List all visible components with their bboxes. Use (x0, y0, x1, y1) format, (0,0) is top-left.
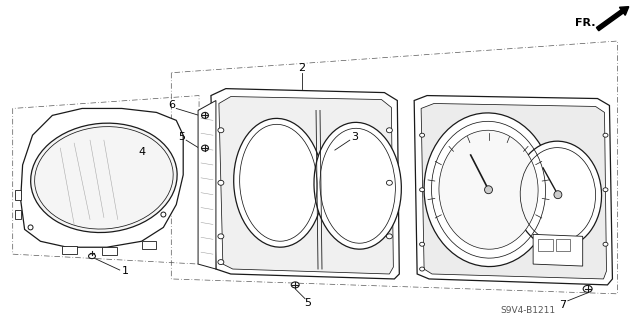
Ellipse shape (439, 130, 538, 249)
Ellipse shape (202, 112, 209, 118)
Polygon shape (198, 100, 216, 269)
Text: 2: 2 (299, 63, 306, 73)
Ellipse shape (420, 267, 424, 271)
Text: 7: 7 (559, 300, 566, 310)
Text: 4: 4 (138, 147, 145, 157)
Polygon shape (62, 246, 77, 254)
Polygon shape (533, 234, 582, 266)
Ellipse shape (218, 128, 224, 133)
Polygon shape (219, 97, 394, 274)
Ellipse shape (161, 212, 166, 217)
Ellipse shape (291, 282, 299, 288)
Ellipse shape (218, 234, 224, 239)
Ellipse shape (218, 260, 224, 264)
Ellipse shape (583, 286, 592, 292)
Text: 5: 5 (305, 298, 312, 308)
Text: S9V4-B1211: S9V4-B1211 (500, 306, 556, 315)
Text: 3: 3 (351, 132, 358, 142)
FancyArrow shape (596, 7, 628, 31)
Ellipse shape (603, 188, 608, 192)
Text: 1: 1 (122, 266, 129, 276)
Polygon shape (102, 247, 116, 255)
Polygon shape (211, 89, 399, 279)
Ellipse shape (31, 123, 177, 233)
Text: 5: 5 (178, 132, 185, 142)
Ellipse shape (420, 242, 424, 246)
Ellipse shape (234, 118, 323, 247)
Polygon shape (15, 210, 20, 219)
Ellipse shape (387, 180, 392, 185)
Text: FR.: FR. (575, 18, 596, 28)
Ellipse shape (424, 113, 553, 267)
Ellipse shape (420, 188, 424, 192)
Ellipse shape (603, 242, 608, 246)
Text: 6: 6 (168, 100, 175, 110)
Ellipse shape (218, 180, 224, 185)
Ellipse shape (554, 191, 562, 199)
Ellipse shape (515, 141, 602, 248)
Ellipse shape (28, 225, 33, 230)
Polygon shape (141, 241, 156, 249)
Ellipse shape (202, 145, 209, 151)
Ellipse shape (314, 122, 401, 249)
Ellipse shape (420, 133, 424, 137)
Polygon shape (20, 108, 183, 247)
Polygon shape (15, 190, 20, 200)
Ellipse shape (88, 254, 95, 259)
Ellipse shape (603, 133, 608, 137)
Ellipse shape (387, 128, 392, 133)
Ellipse shape (387, 234, 392, 239)
Ellipse shape (484, 186, 493, 194)
Polygon shape (421, 103, 607, 279)
Polygon shape (414, 96, 612, 285)
